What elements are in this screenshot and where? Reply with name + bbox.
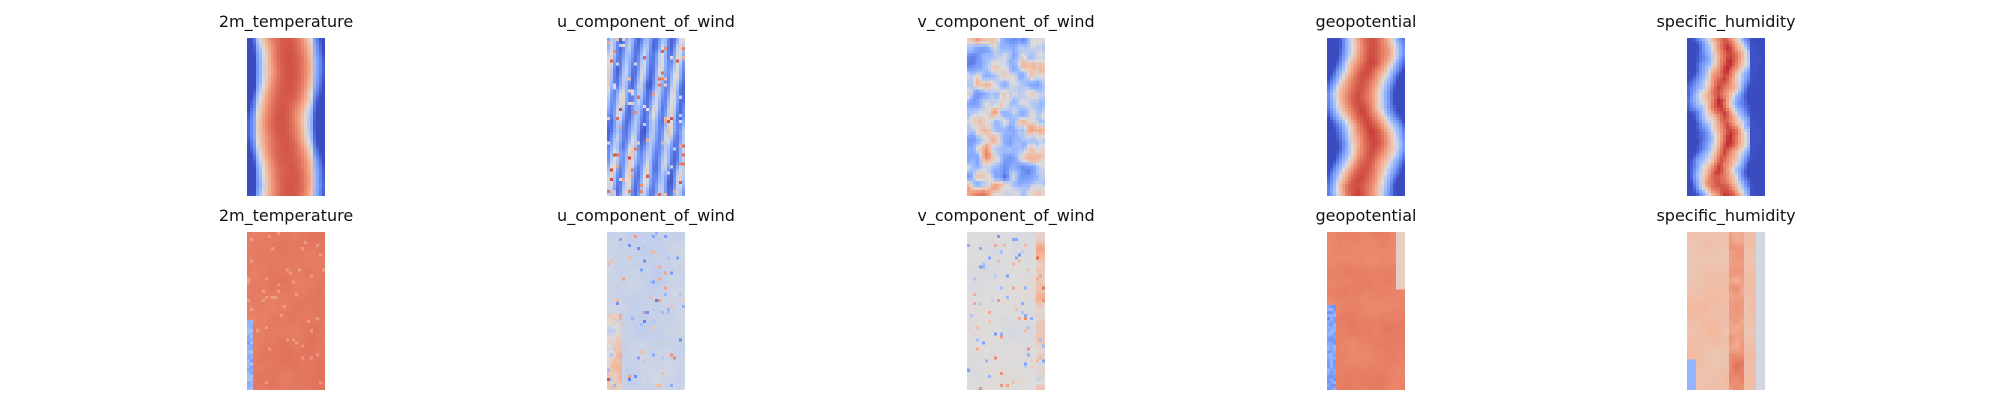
heatmap-temperature_pred (247, 232, 325, 390)
heatmap-title: specific_humidity (1656, 12, 1796, 31)
heatmap-geopotential_pred (1327, 232, 1405, 390)
heatmap-wind_v_pred (967, 232, 1045, 390)
heatmap-humidity (1687, 38, 1765, 196)
heatmap-title: geopotential (1315, 206, 1417, 225)
heatmap-title: 2m_temperature (218, 206, 354, 225)
heatmap-title: v_component_of_wind (917, 12, 1095, 31)
heatmap-title: geopotential (1315, 12, 1417, 31)
heatmap-title: specific_humidity (1656, 206, 1796, 225)
heatmap-humidity_pred (1687, 232, 1765, 390)
heatmap-wind_v (967, 38, 1045, 196)
heatmap-title: u_component_of_wind (557, 12, 735, 31)
heatmap-title: v_component_of_wind (917, 206, 1095, 225)
heatmap-wind_u (607, 38, 685, 196)
heatmap-wind_u_pred (607, 232, 685, 390)
heatmap-temperature (247, 38, 325, 196)
heatmap-title: 2m_temperature (218, 12, 354, 31)
heatmap-title: u_component_of_wind (557, 206, 735, 225)
heatmap-geopotential (1327, 38, 1405, 196)
